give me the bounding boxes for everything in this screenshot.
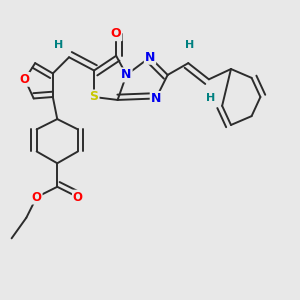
Text: O: O: [73, 190, 83, 204]
Text: H: H: [206, 94, 215, 103]
Text: N: N: [121, 68, 132, 81]
Text: N: N: [145, 51, 155, 64]
Text: O: O: [111, 27, 122, 40]
Text: O: O: [20, 73, 30, 86]
Text: H: H: [185, 40, 194, 50]
Text: H: H: [54, 40, 63, 50]
Text: O: O: [32, 190, 42, 204]
Text: S: S: [90, 91, 99, 103]
Text: N: N: [151, 92, 161, 105]
